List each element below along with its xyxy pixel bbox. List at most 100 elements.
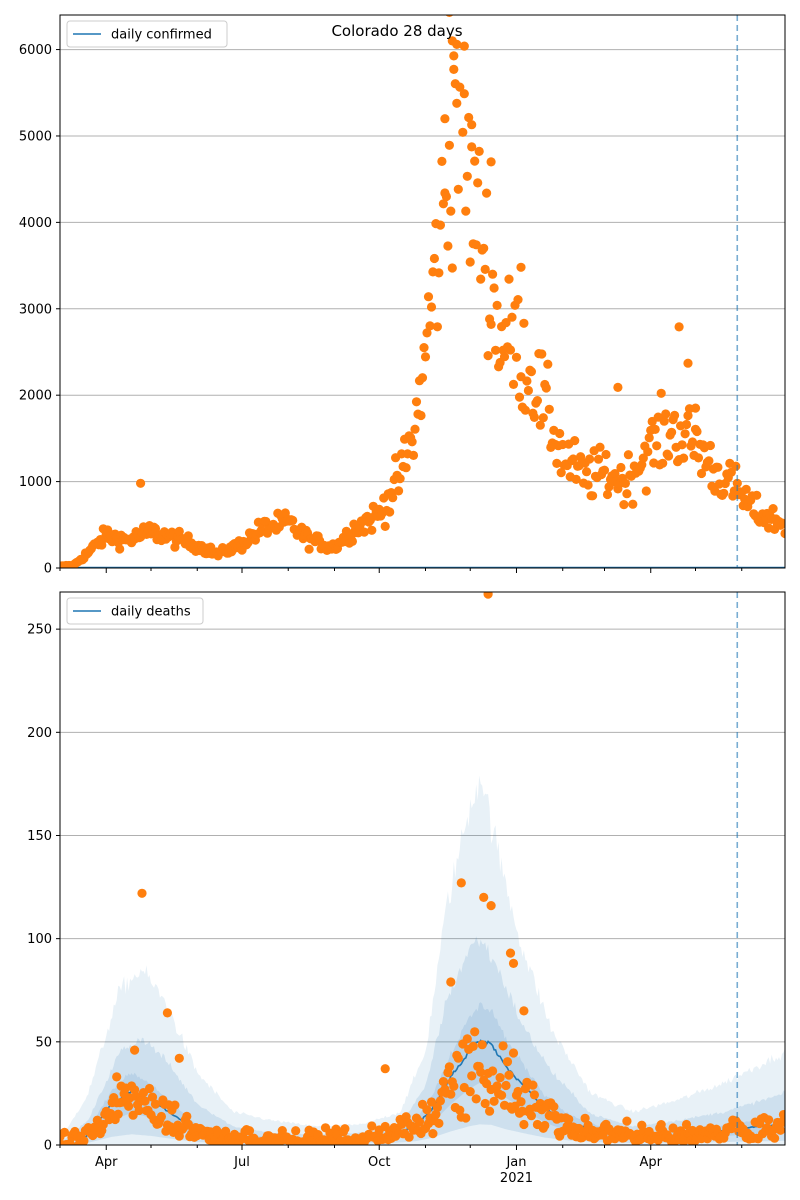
y-tick-label: 150 [27,829,52,844]
plot-area [60,592,785,1145]
y-tick-label: 100 [27,932,52,947]
data-point [726,1124,736,1134]
data-point [471,240,481,250]
data-point [681,1119,692,1130]
data-point [768,504,778,514]
data-point [79,1136,89,1145]
data-point [422,328,432,338]
data-point [659,416,669,426]
data-point [502,1057,513,1067]
data-point [495,1073,505,1083]
data-point [443,241,453,251]
data-point [244,1126,255,1136]
data-point [156,1111,166,1122]
data-point [455,1105,465,1115]
data-point [687,437,698,447]
data-point [507,312,517,322]
data-point [513,295,523,305]
data-point [486,901,496,911]
plot-area [60,15,785,568]
data-point [516,262,526,272]
data-point [620,478,631,488]
data-point [388,493,398,503]
data-point [60,1127,70,1137]
data-point [404,1132,414,1142]
data-point [453,1053,463,1063]
y-tick-label: 200 [27,726,52,741]
data-point [670,410,680,420]
data-point [444,1062,454,1072]
data-point [641,486,651,496]
data-point [519,1119,529,1130]
data-point [476,274,486,284]
y-tick-label: 250 [27,623,52,638]
y-tick-label: 6000 [19,43,52,58]
data-point [420,352,431,362]
data-point [486,157,496,167]
data-point [492,300,502,310]
data-point [540,1120,550,1131]
data-point [174,1053,184,1063]
data-point [570,436,580,446]
legend-label: daily confirmed [111,28,212,43]
data-point [137,888,147,898]
axes-frame [59,14,786,569]
data-point [541,383,551,393]
data-point [583,480,593,490]
data-point [394,486,404,496]
data-point [462,171,472,181]
data-point [549,1102,559,1112]
data-point [459,41,469,51]
data-point [519,1006,529,1016]
data-point [477,1040,487,1050]
axes-frame [59,591,786,1146]
data-point [595,442,605,452]
data-point [385,507,395,517]
data-point [501,318,511,328]
data-point [367,525,377,535]
data-point [470,1027,480,1037]
data-point [505,948,516,958]
y-tick-label: 50 [35,1035,52,1050]
data-point [288,515,298,526]
data-point [476,1067,486,1077]
data-point [513,1086,523,1097]
data-point [140,1096,150,1106]
data-point [492,1081,502,1091]
data-point [489,1096,499,1106]
data-point [468,1041,478,1051]
data-point [622,489,632,499]
data-point [449,51,459,61]
data-point [656,388,666,398]
data-point [538,413,548,423]
data-point [731,461,741,471]
data-point [426,302,437,312]
data-point [380,1064,390,1074]
data-point [408,450,419,460]
data-point [683,411,693,421]
data-point [182,1111,192,1121]
data-point [441,191,451,202]
data-point [113,1109,123,1119]
data-point [453,184,463,194]
chart-title: Colorado 28 days [331,22,462,40]
data-point [535,420,545,430]
confirmed-panel: 0 1000 2000 3000 4000 5000 6000 Colorado 28 day… [19,14,786,577]
data-point [504,274,514,284]
data-point [452,98,462,108]
data-point [444,140,454,150]
data-point [778,519,785,529]
y-tick-label: 2000 [19,389,52,404]
data-point [556,468,566,478]
data-point [650,424,660,434]
data-point [461,206,471,216]
data-point [488,1066,498,1076]
data-point [435,1096,445,1106]
data-point [582,467,592,477]
data-point [529,1090,540,1100]
data-point [652,441,662,451]
data-point [705,440,716,451]
data-point [380,521,390,532]
data-point [467,1071,477,1081]
